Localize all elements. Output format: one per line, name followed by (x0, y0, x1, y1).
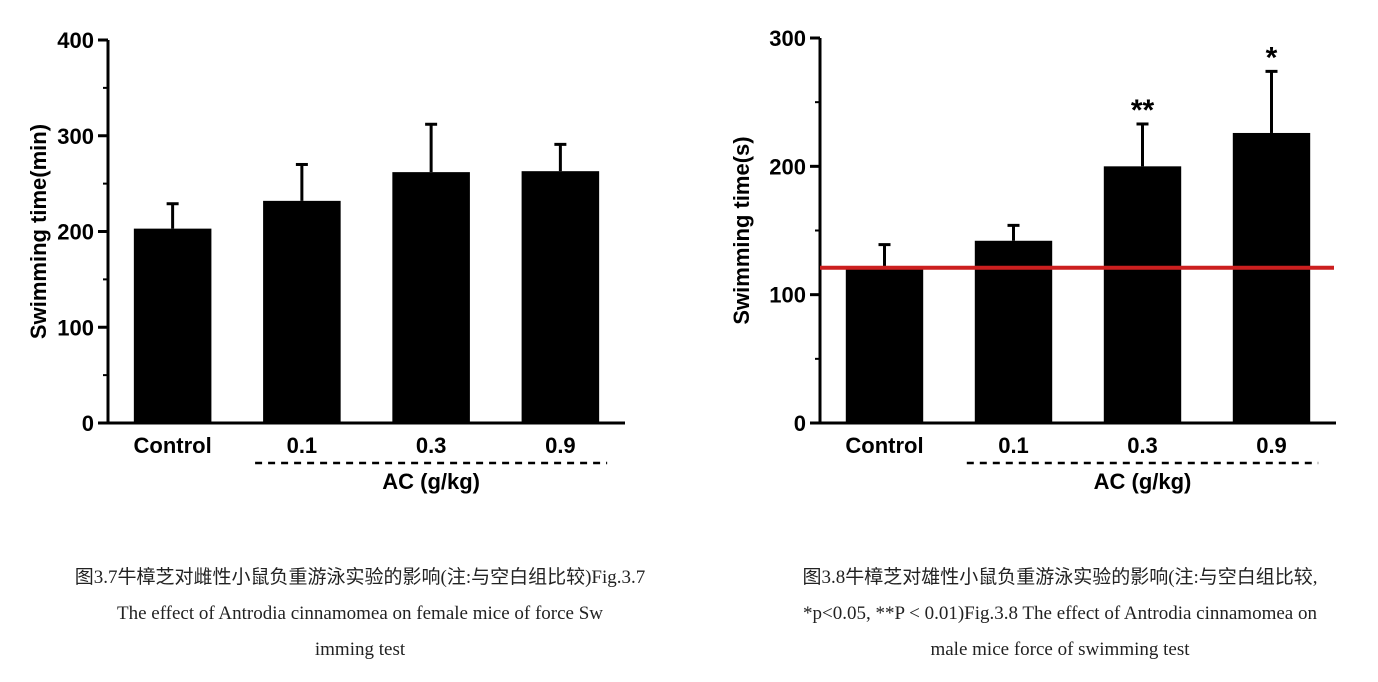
group-label: AC (g/kg) (382, 469, 480, 494)
caption-female: 图3.7牛樟芝对雌性小鼠负重游泳实验的影响(注:与空白组比较)Fig.3.7 T… (40, 560, 680, 668)
y-axis-title: Swimming time(s) (729, 136, 754, 324)
x-tick-label: 0.9 (545, 433, 576, 458)
bar (845, 267, 924, 423)
y-tick-label: 100 (769, 283, 806, 308)
y-tick-label: 300 (769, 26, 806, 51)
y-tick-label: 400 (57, 28, 94, 53)
x-tick-label: 0.9 (1256, 433, 1287, 458)
bar (1103, 166, 1182, 424)
bar (974, 240, 1053, 423)
bar (521, 171, 600, 423)
y-tick-label: 0 (794, 411, 806, 436)
caption-male: 图3.8牛樟芝对雄性小鼠负重游泳实验的影响(注:与空白组比较, *p<0.05,… (750, 560, 1370, 668)
significance-mark: * (1266, 41, 1278, 74)
caption-line: 图3.8牛樟芝对雄性小鼠负重游泳实验的影响(注:与空白组比较, (802, 567, 1318, 588)
x-tick-label: 0.3 (1127, 433, 1158, 458)
chart-female: 0 100 200 300 400 Control 0.1 0.3 0.9 AC (g/kg) Sw… (26, 28, 680, 668)
bar (263, 200, 341, 423)
chart-male-svg: 0 100 200 300 Control 0.1 0.3 ** 0.9 * AC (g/kg) Sw… (729, 26, 1336, 494)
y-tick-label: 0 (82, 411, 94, 436)
y-tick-label: 100 (57, 315, 94, 340)
caption-line: The effect of Antrodia cinnamomea on fem… (116, 603, 604, 624)
bar (392, 172, 470, 423)
y-tick-label: 200 (769, 154, 806, 179)
bar (1232, 132, 1311, 423)
significance-mark: ** (1131, 94, 1155, 127)
caption-line: 图3.7牛樟芝对雌性小鼠负重游泳实验的影响(注:与空白组比较)Fig.3.7 (74, 567, 646, 588)
caption-line: male mice force of swimming test (930, 639, 1190, 660)
x-tick-label: 0.1 (998, 433, 1029, 458)
bar (133, 228, 212, 423)
chart-female-svg: 0 100 200 300 400 Control 0.1 0.3 0.9 AC (g/kg) Sw… (26, 28, 625, 494)
y-tick-label: 300 (57, 124, 94, 149)
chart-male: 0 100 200 300 Control 0.1 0.3 ** 0.9 * AC (g/kg) Sw… (690, 0, 1378, 682)
x-tick-label: 0.1 (287, 433, 318, 458)
x-tick-label: Control (845, 433, 923, 458)
x-tick-label: 0.3 (416, 433, 447, 458)
y-tick-label: 200 (57, 220, 94, 245)
caption-line: imming test (314, 639, 406, 660)
y-axis-title: Swimming time(min) (26, 124, 51, 339)
group-label: AC (g/kg) (1094, 469, 1192, 494)
x-tick-label: Control (134, 433, 212, 458)
caption-line: *p<0.05, **P < 0.01)Fig.3.8 The effect o… (803, 603, 1317, 624)
